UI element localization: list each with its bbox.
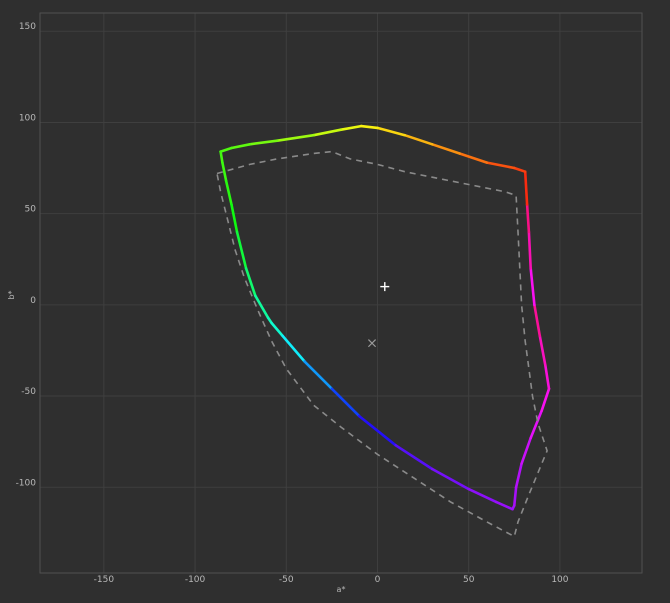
gamut-outline-segment — [529, 409, 544, 440]
gamut-outline-segment — [357, 414, 398, 447]
gamut-outline-segment — [359, 124, 379, 130]
gamut-outline-segment — [330, 387, 361, 418]
x-axis-label: a* — [337, 585, 346, 594]
gamut-outline-segment — [514, 462, 523, 489]
gamut-outline-segment — [458, 152, 489, 164]
y-tick-label: -50 — [21, 387, 36, 397]
grid — [40, 13, 642, 573]
plot-frame — [39, 12, 643, 574]
gamut-outline-segment — [312, 128, 343, 137]
gamut-outline-segment — [538, 334, 547, 367]
reference-gamut-outline — [216, 150, 548, 538]
x-tick-label: 100 — [551, 575, 568, 585]
x-tick-label: -50 — [279, 575, 294, 585]
gamut-outline-segment — [520, 436, 533, 465]
y-tick-label: 150 — [19, 22, 36, 32]
y-tick-label: -100 — [16, 478, 37, 488]
x-axis-ticks: -150 -100 -50 0 50 100 — [94, 575, 569, 585]
gamut-outline-segment — [529, 267, 536, 307]
gamut-outline-segment — [430, 143, 461, 155]
y-axis-ticks: -100 -50 0 50 100 150 — [16, 22, 37, 488]
gamut-outline-segment — [230, 203, 239, 234]
gamut-outline-segment — [248, 139, 279, 146]
markers — [367, 282, 390, 348]
gamut-outline-segment — [430, 467, 471, 491]
y-tick-label: 100 — [19, 113, 36, 123]
y-axis-label: b* — [7, 290, 16, 299]
gamut-outline-segment — [543, 363, 551, 391]
x-tick-label: 0 — [375, 575, 381, 585]
white-point-plus-marker — [380, 282, 390, 292]
gamut-outline-segment — [221, 161, 228, 183]
gamut-outline-segment — [494, 500, 514, 511]
gamut-outline-segment — [525, 203, 531, 234]
y-tick-label: 0 — [30, 296, 36, 306]
gamut-outline-segment — [230, 143, 252, 150]
gamut-outline-segment — [339, 124, 363, 131]
gamut-outline-segment — [512, 166, 527, 173]
x-tick-label: -100 — [185, 575, 206, 585]
gamut-outline-segment — [467, 487, 498, 504]
gamut-outline-segment — [224, 179, 233, 206]
gamut-outline-segment — [270, 321, 284, 338]
gamut-outline-segment — [485, 161, 516, 170]
gamut-outline-segment — [281, 334, 306, 363]
gamut-outline-segment — [275, 133, 315, 142]
gamut-outline-segment — [403, 133, 434, 146]
gamut-outline-segment — [527, 230, 533, 270]
gamut-outline-segment — [512, 485, 518, 507]
gamut-outline-segment — [376, 126, 407, 137]
x-tick-label: 50 — [463, 575, 475, 585]
gamut-outline-segment — [219, 150, 224, 164]
gamut-outline-segment — [523, 170, 529, 206]
gamut-outline-segment — [244, 267, 257, 298]
cross-marker-b — [367, 339, 377, 348]
gamut-outline-segment — [254, 294, 270, 319]
gamut-outline-segment — [235, 230, 248, 270]
x-tick-label: -150 — [94, 575, 115, 585]
series — [216, 124, 551, 538]
gamut-outline-segment — [533, 303, 542, 338]
reference-point-cross-marker — [367, 339, 377, 348]
y-tick-label: 50 — [25, 205, 37, 215]
gamut-outline-segment — [219, 146, 233, 153]
gamut-outline-segment — [394, 443, 434, 471]
gamut-outline-segment — [303, 360, 334, 391]
gamut-outline-segment — [540, 387, 551, 413]
gamut-outline — [219, 124, 551, 511]
